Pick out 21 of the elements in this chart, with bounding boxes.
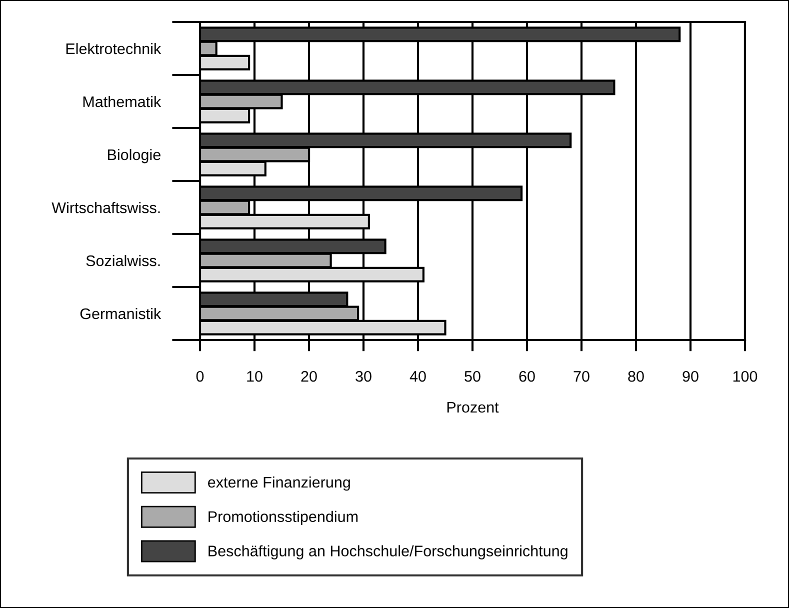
x-tick-label: 40 xyxy=(410,370,426,382)
x-tick-label: 70 xyxy=(574,370,590,382)
x-tick-label: 90 xyxy=(682,370,698,382)
x-tick-label: 20 xyxy=(301,370,317,382)
y-tick-label: Germanistik xyxy=(80,308,162,320)
y-tick-label: Sozialwiss. xyxy=(86,254,160,266)
x-tick-label: 0 xyxy=(196,370,204,382)
x-tick-label: 10 xyxy=(247,370,262,382)
y-tick-label: Elektrotechnik xyxy=(66,42,162,54)
y-tick-label: Wirtschaftswiss. xyxy=(52,202,160,214)
legend-label: Beschäftigung an Hochschule/Forschungseinrichtung xyxy=(208,545,568,560)
y-tick-label: Mathematik xyxy=(83,96,162,108)
x-tick-label: 60 xyxy=(519,370,535,382)
x-axis-title: Prozent xyxy=(447,402,499,413)
legend-label: Promotionsstipendium xyxy=(208,510,358,526)
x-tick-label: 80 xyxy=(628,370,644,382)
x-tick-label: 30 xyxy=(356,370,372,382)
y-tick-label: Biologie xyxy=(108,148,160,164)
x-tick-label: 100 xyxy=(733,370,758,382)
legend-label: externe Finanzierung xyxy=(208,476,350,491)
x-tick-label: 50 xyxy=(464,370,480,382)
